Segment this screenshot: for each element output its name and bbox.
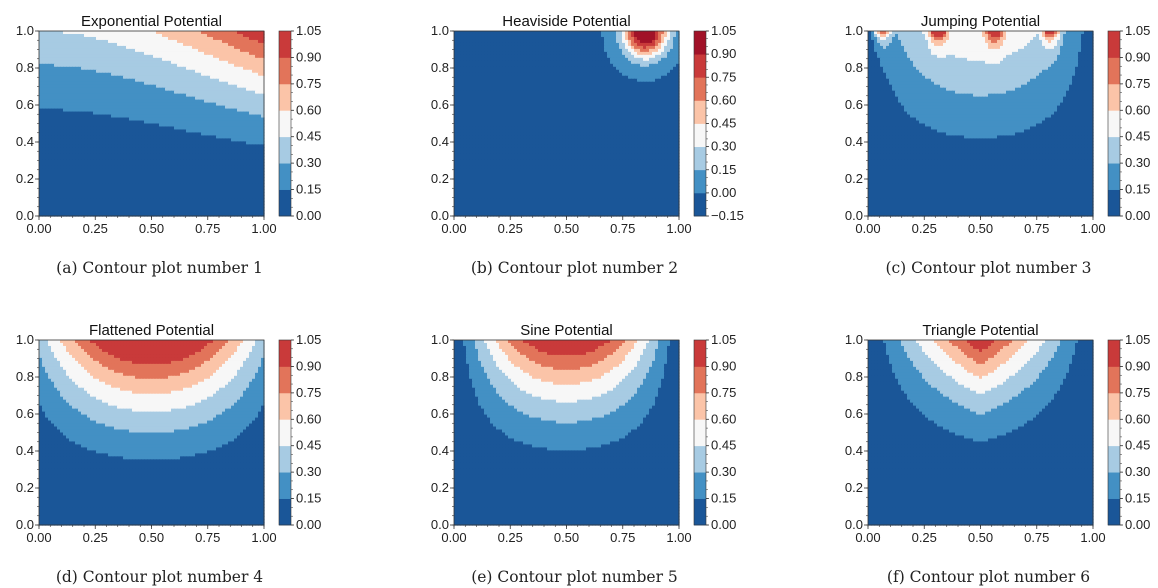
colorbar-segment (279, 31, 291, 58)
y-tick-label: 1.0 (16, 23, 34, 38)
colorbar-tick-label: 0.60 (296, 102, 321, 117)
colorbar-tick-label: 0.90 (296, 49, 321, 64)
x-tick-label: 0.75 (195, 221, 220, 236)
colorbar-tick-label: 1.05 (296, 23, 321, 38)
colorbar-segment (279, 57, 291, 84)
y-tick-label: 0.8 (16, 60, 34, 75)
subplot-a: 0.00 0.25 0.50 0.75 1.00 0.0 0.2 0.4 0.6 0.8 1.0 Ex… (16, 13, 321, 277)
colorbar-tick-label: 0.75 (296, 76, 321, 91)
y-tick-label: 0.0 (16, 208, 34, 223)
colorbar-segment (279, 110, 291, 137)
x-tick-label: 1.00 (251, 221, 276, 236)
y-tick-label: 0.4 (16, 134, 34, 149)
colorbar-segment (279, 137, 291, 164)
colorbar-tick-label: 0.30 (296, 155, 321, 170)
x-tick-label: 0.25 (83, 221, 108, 236)
colorbar-segment (279, 190, 291, 217)
subplot-title: Exponential Potential (81, 13, 222, 30)
x-tick-label: 0.50 (139, 221, 164, 236)
colorbar-tick-label: 0.15 (296, 182, 321, 197)
contour-field (454, 31, 680, 217)
subplot-b: 0.00 0.25 0.50 0.75 1.000.00.20.40.60.81.0He… (431, 13, 744, 277)
colorbar-tick-label: 0.45 (296, 129, 321, 144)
colorbar-tick-label: 0.00 (296, 208, 321, 223)
subplot-caption: (a) Contour plot number 1 (56, 259, 263, 277)
colorbar-segment (279, 163, 291, 190)
x-tick-label: 0.00 (26, 221, 51, 236)
y-tick-label: 0.6 (16, 97, 34, 112)
y-tick-label: 0.2 (16, 171, 34, 186)
colorbar-segment (279, 84, 291, 111)
contour-field (39, 31, 265, 217)
